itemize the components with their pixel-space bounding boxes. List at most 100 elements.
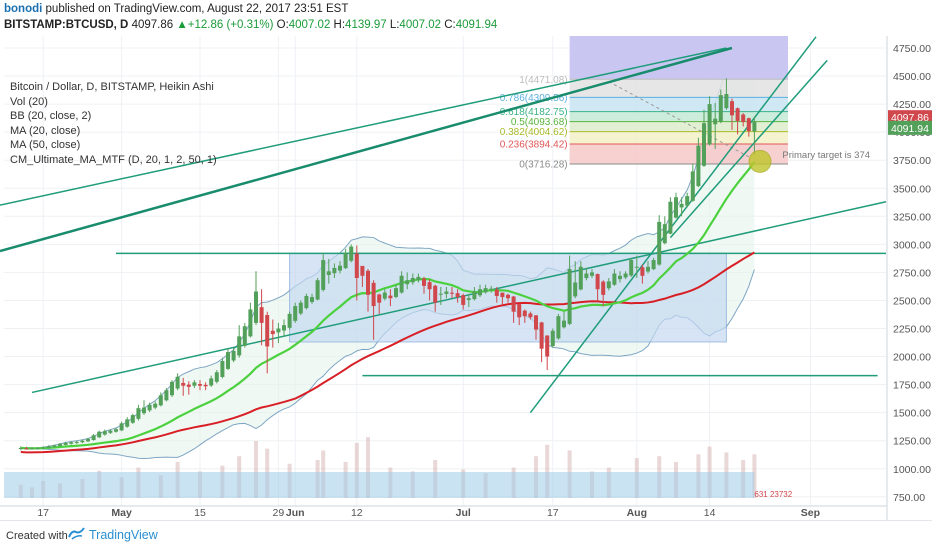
candle-body: [472, 291, 477, 300]
candle-body: [674, 197, 678, 218]
candle-body: [326, 271, 331, 275]
price-tick-label: 2250.00: [893, 324, 931, 336]
tradingview-logo-icon: [68, 527, 85, 540]
candle-body: [685, 196, 690, 206]
candle-body: [338, 265, 342, 271]
candle-body: [595, 274, 600, 290]
candle-body: [114, 429, 118, 432]
legend-symbol[interactable]: Bitcoin / Dollar, D, BITSTAMP, Heikin As…: [10, 81, 214, 93]
candle: [276, 322, 281, 344]
candle: [735, 107, 740, 135]
fib-diagonal: [608, 81, 750, 158]
publish-line: bonodi published on TradingView.com, Aug…: [4, 3, 348, 15]
candle: [494, 286, 499, 303]
candle: [114, 427, 118, 433]
candle-body: [601, 281, 606, 295]
legend-ma50[interactable]: MA (50, close): [10, 139, 81, 152]
price-tick-label: 3750.00: [893, 155, 931, 167]
last-price-tag: [888, 120, 932, 135]
candle-body: [394, 288, 398, 297]
candle: [102, 429, 107, 436]
candle-body: [147, 404, 152, 411]
candle: [567, 255, 572, 326]
fib-retracement: 1(4471.08)0.786(4309.56)0.618(4182.75)0.…: [500, 36, 788, 170]
candle: [203, 382, 208, 391]
candle: [702, 109, 706, 167]
symbol-label: BITSTAMP:BTCUSD, D: [4, 19, 129, 31]
candle: [444, 286, 449, 299]
candle-body: [410, 278, 415, 283]
candle-body: [321, 260, 326, 290]
candle-body: [181, 382, 186, 386]
candle-body: [287, 313, 292, 328]
time-tick-label: Sep: [801, 507, 820, 519]
candle-body: [24, 448, 29, 450]
candle: [125, 417, 130, 428]
candle-body: [315, 280, 320, 300]
candle-body: [242, 326, 247, 346]
legend-cm-ultimate[interactable]: CM_Ultimate_MA_MTF (D, 20, 1, 2, 50, 1): [10, 153, 217, 166]
candle: [746, 117, 751, 137]
candle: [545, 335, 550, 371]
candle-body: [746, 118, 751, 132]
candle: [556, 313, 561, 340]
ma20-line: [20, 161, 756, 450]
candle-body: [679, 203, 684, 208]
price-tick-label: 4500.00: [893, 71, 931, 83]
candle-body: [91, 435, 96, 441]
candle-body: [214, 372, 219, 382]
candle-body: [511, 296, 516, 312]
candle: [685, 192, 690, 208]
ohlc-line: BITSTAMP:BTCUSD, D 4097.86 ▲+12.86 (+0.3…: [4, 19, 497, 31]
candle-body: [220, 361, 225, 377]
price-tick-label: 3250.00: [893, 211, 931, 223]
price-tick-label: 1250.00: [893, 436, 931, 448]
close-label: C:: [444, 19, 456, 31]
candle-body: [640, 267, 645, 276]
time-tick-label: Jun: [286, 507, 305, 519]
candle: [181, 377, 186, 396]
ma50-line: [20, 251, 755, 454]
candle: [69, 441, 74, 445]
candle-body: [713, 118, 718, 125]
candle: [298, 300, 303, 316]
candle-body: [707, 104, 712, 145]
volume-bar: [366, 437, 370, 498]
candle: [427, 279, 432, 301]
candle-body: [69, 442, 74, 444]
candle: [394, 284, 398, 299]
candle: [338, 261, 342, 274]
candle-body: [349, 246, 354, 261]
candle: [153, 401, 158, 410]
chart-area[interactable]: 1(4471.08) 0.786(4309.56) 0.618(4182.75) 0.…: [0, 36, 932, 520]
price-axis: 750.00 1000.00 1250.00 1500.00 1750.00 2000.0…: [886, 36, 932, 520]
author-link[interactable]: bonodi: [4, 3, 43, 15]
time-tick-label: 29: [273, 507, 285, 519]
indicator-legend: Bitcoin / Dollar, D, BITSTAMP, Heikin As…: [10, 80, 217, 168]
candle: [388, 289, 393, 307]
fib-level-label: 1(4471.08): [519, 75, 567, 86]
legend-volume[interactable]: Vol (20): [10, 95, 48, 108]
candle-body: [170, 381, 174, 396]
trendline-upper-thick: [0, 46, 733, 253]
fib-zone: [569, 111, 788, 122]
candle-body: [623, 273, 628, 278]
price-chart[interactable]: 1(4471.08)0.786(4309.56)0.618(4182.75)0.…: [0, 36, 932, 520]
candle: [97, 430, 102, 438]
legend-bollinger[interactable]: BB (20, close, 2): [10, 110, 92, 123]
candle-body: [752, 121, 757, 132]
legend-ma20[interactable]: MA (20, close): [10, 124, 81, 137]
candle: [483, 284, 488, 294]
candle-body: [455, 293, 460, 298]
candle-body: [46, 446, 51, 448]
candle-body: [175, 376, 180, 389]
fib-level-label: 0.786(4309.56): [500, 93, 568, 104]
candle-body: [86, 438, 90, 442]
candle: [354, 245, 359, 301]
candle-body: [108, 430, 113, 433]
candle: [416, 273, 421, 283]
candle-body: [399, 275, 404, 293]
candle: [170, 380, 174, 397]
candle: [192, 380, 197, 388]
candle-body: [102, 431, 107, 435]
